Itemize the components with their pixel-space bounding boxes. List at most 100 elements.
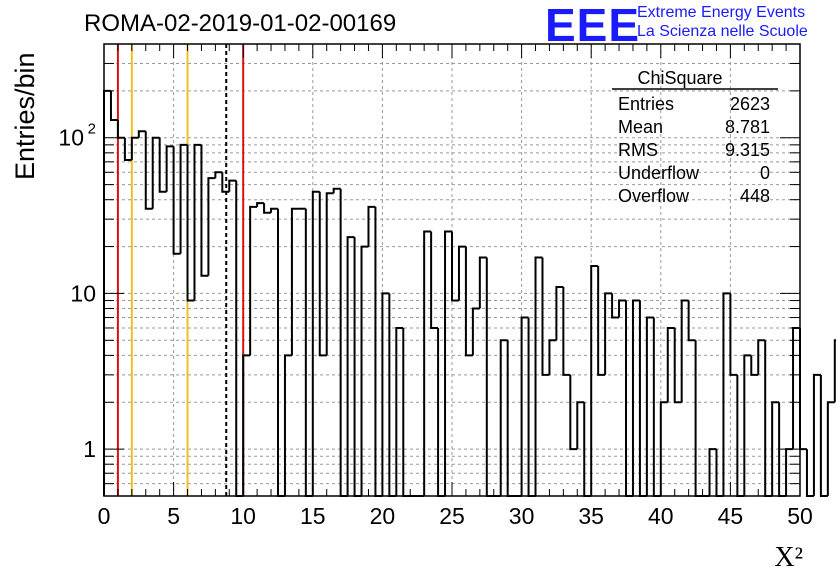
x-tick-label: 35 — [578, 503, 604, 529]
histogram-bin — [402, 327, 411, 497]
histogram-bin — [430, 231, 439, 329]
histogram-bin — [263, 203, 272, 214]
y-tick-label: 10 — [58, 125, 84, 151]
histogram-bin — [618, 299, 626, 318]
histogram-bin — [826, 401, 835, 496]
histogram-bin — [325, 192, 334, 356]
histogram-bin — [652, 317, 661, 497]
histogram-bin — [464, 246, 473, 357]
histogram-bin — [625, 300, 633, 497]
x-tick-label: 30 — [509, 503, 535, 529]
histogram-bin — [388, 293, 397, 497]
histogram-bin — [743, 354, 752, 496]
histogram-bin — [360, 245, 369, 496]
histogram-bin — [179, 143, 188, 254]
histogram-bin — [221, 172, 230, 193]
histogram-bin — [771, 401, 780, 496]
x-tick-label: 25 — [439, 503, 465, 529]
histogram-bin — [228, 179, 237, 192]
histogram-bin — [137, 130, 146, 138]
y-axis-label: Entries/bin — [10, 52, 40, 180]
histogram-bin — [645, 316, 654, 496]
histogram-bin — [562, 286, 571, 376]
histogram-bin — [172, 146, 181, 255]
histogram-bin — [256, 202, 265, 207]
histogram-bin — [437, 327, 446, 497]
histogram-bin — [666, 326, 675, 403]
histogram-bin — [471, 307, 480, 356]
histogram-bin — [729, 293, 738, 376]
stats-value: 448 — [740, 186, 770, 206]
histogram-bin — [597, 266, 606, 376]
stats-label: Underflow — [618, 163, 700, 183]
histogram-bin — [151, 136, 160, 209]
histogram-bin — [200, 144, 209, 277]
stats-value: 0 — [760, 163, 770, 183]
histogram-bin — [722, 292, 731, 496]
eee-tagline-1: Extreme Energy Events — [637, 4, 806, 21]
histogram-bin — [123, 137, 132, 161]
histogram-bin — [339, 188, 348, 497]
histogram-bin — [548, 339, 557, 375]
histogram-bin — [611, 293, 620, 319]
histogram-bin — [534, 256, 543, 496]
histogram-title: ROMA-02-2019-01-02-00169 — [84, 10, 397, 37]
histogram-bin — [520, 316, 529, 496]
reference-lines — [116, 44, 245, 496]
histogram-bin — [277, 208, 285, 497]
histogram-bin — [506, 340, 515, 497]
stats-label: Overflow — [618, 186, 690, 206]
histogram-bin — [833, 339, 836, 403]
y-tick-label: 1 — [83, 436, 96, 462]
histogram-bin — [659, 401, 668, 496]
x-tick-label: 50 — [787, 503, 813, 529]
histogram-bin — [290, 207, 299, 356]
histogram-bin — [395, 326, 404, 496]
histogram-bin — [109, 90, 118, 121]
histogram-bin — [451, 231, 459, 302]
histogram-bin — [604, 292, 613, 375]
stats-label: Entries — [618, 94, 674, 114]
stats-label: RMS — [618, 140, 658, 160]
histogram-bin — [242, 354, 251, 496]
histogram-bin — [144, 131, 153, 210]
x-tick-label: 45 — [718, 503, 744, 529]
y-tick-label-exponent: 2 — [88, 121, 96, 138]
stats-value: 2623 — [730, 94, 770, 114]
histogram-bin — [555, 285, 564, 341]
histogram-bin — [541, 257, 550, 376]
histogram-bin — [527, 317, 536, 497]
histogram-bin — [346, 236, 355, 496]
histogram-bin — [116, 119, 125, 139]
stats-box: ChiSquare Entries 2623 Mean 8.781 RMS 9.315 Un… — [612, 68, 778, 206]
axis-ticks — [103, 43, 801, 497]
histogram-bin — [186, 144, 195, 302]
histogram-bin — [478, 256, 487, 309]
histogram-bin — [687, 300, 696, 342]
x-tick-label: 10 — [230, 503, 256, 529]
histogram-bin — [638, 300, 647, 497]
histogram-bin — [576, 401, 585, 450]
x-tick-label: 20 — [370, 503, 396, 529]
histogram-bin — [764, 340, 773, 497]
histogram-bin — [304, 208, 313, 497]
histogram-bin — [805, 449, 814, 497]
x-tick-label: 0 — [98, 503, 111, 529]
histogram-bin — [792, 326, 800, 450]
histogram-bin — [590, 265, 599, 496]
histogram-bin — [130, 136, 139, 160]
histogram-bin — [165, 145, 174, 192]
histogram-bin — [318, 191, 327, 357]
stats-value: 9.315 — [725, 140, 770, 160]
histogram-bin — [332, 187, 341, 194]
stats-value: 8.781 — [725, 117, 770, 137]
histogram-bin — [374, 206, 383, 497]
histogram-bin — [569, 374, 578, 451]
histogram-bin — [673, 327, 682, 404]
histogram-bin — [207, 177, 216, 276]
histogram-bin — [457, 245, 466, 301]
x-axis-label: X² — [774, 542, 803, 572]
histogram-bin — [680, 299, 689, 403]
stats-rows: Entries 2623 Mean 8.781 RMS 9.315 Underflow 0 Ov… — [618, 94, 770, 206]
